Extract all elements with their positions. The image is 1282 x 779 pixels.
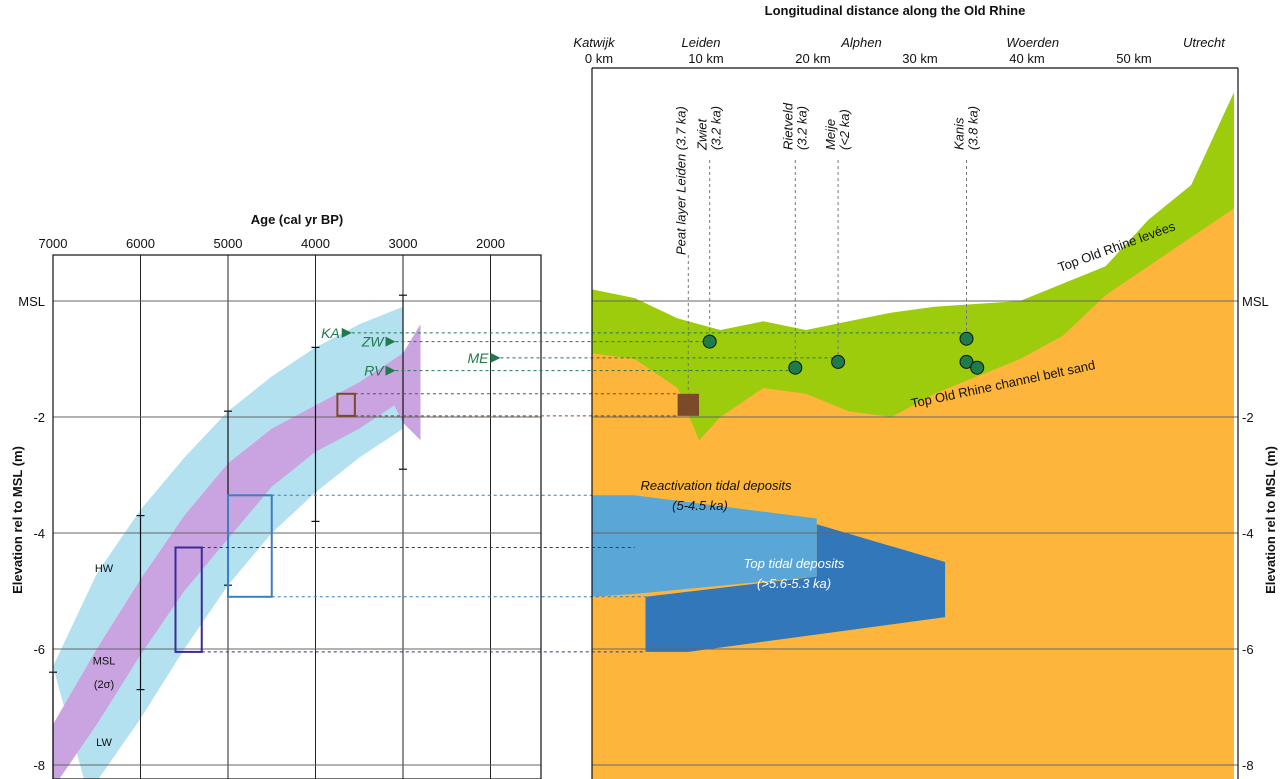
site-name: Peat layer Leiden	[673, 150, 688, 255]
left-y-tick-label: MSL	[18, 294, 45, 309]
left-x-axis-title: Age (cal yr BP)	[251, 212, 343, 227]
reactivation-tidal-deposits	[592, 495, 817, 597]
marker-arrow	[341, 327, 352, 338]
km-tick-label: 0 km	[585, 51, 613, 66]
site-age: (<2 ka)	[837, 109, 852, 150]
chart-labels: Age (cal yr BP) Longitudinal distance al…	[10, 3, 1278, 594]
sample-point	[702, 334, 717, 349]
marker-label: RV	[364, 363, 385, 379]
left-x-tick-label: 4000	[301, 236, 330, 251]
left-x-tick-label: 7000	[39, 236, 68, 251]
place-label: Leiden	[681, 35, 720, 50]
marker-arrow	[385, 365, 396, 376]
left-panel-boxes	[174, 392, 356, 653]
top-tidal-deposits	[645, 524, 946, 652]
site-guide-lines	[687, 160, 967, 394]
left-y-tick-label: -4	[33, 526, 45, 541]
peat-block	[677, 393, 699, 416]
top-tidal-age-label: (>5.6-5.3 ka)	[757, 576, 831, 591]
site-name: Meije	[823, 119, 838, 150]
km-tick-label: 50 km	[1116, 51, 1151, 66]
top-tidal-unit-label: Top tidal deposits	[744, 556, 845, 571]
site-age: (3.2 ka)	[794, 106, 809, 150]
left-x-tick-label: 5000	[214, 236, 243, 251]
right-panel-fills	[592, 92, 1234, 779]
right-y-tick-label: MSL	[1242, 294, 1269, 309]
km-tick-label: 20 km	[795, 51, 830, 66]
reactivation-age-label: (5-4.5 ka)	[672, 498, 728, 513]
band-label: (2σ)	[94, 679, 114, 691]
reactivation-unit-label: Reactivation tidal deposits	[640, 478, 792, 493]
right-y-tick-label: -8	[1242, 758, 1254, 773]
sample-point	[959, 331, 974, 346]
km-tick-label: 10 km	[688, 51, 723, 66]
sample-points	[702, 331, 985, 375]
right-y-axis-title: Elevation rel to MSL (m)	[1263, 446, 1278, 594]
site-label: Peat layer Leiden (3.7 ka)	[673, 106, 688, 255]
right-x-axis-title: Longitudinal distance along the Old Rhin…	[765, 3, 1026, 18]
site-age: (3.8 ka)	[966, 106, 981, 150]
sample-point	[788, 360, 803, 375]
left-panel-frame	[52, 254, 542, 779]
right-y-tick-label: -2	[1242, 410, 1254, 425]
left-y-axis-title: Elevation rel to MSL (m)	[10, 446, 25, 594]
site-age: (3.7 ka)	[673, 106, 688, 150]
connector-lines	[201, 332, 967, 653]
km-tick-label: 40 km	[1009, 51, 1044, 66]
site-name: Rietveld	[780, 102, 795, 150]
marker-label: ME	[468, 350, 490, 366]
site-name: Zwiet	[695, 118, 710, 151]
site-age: (3.2 ka)	[709, 106, 724, 150]
band-label: LW	[96, 737, 112, 749]
left-y-tick-label: -6	[33, 642, 45, 657]
place-label: Woerden	[1006, 35, 1059, 50]
right-y-tick-label: -4	[1242, 526, 1254, 541]
sample-box	[336, 392, 356, 417]
marker-arrow	[490, 352, 501, 363]
band-label: MSL	[93, 656, 116, 668]
left-y-tick-label: -8	[33, 758, 45, 773]
msl-band	[53, 324, 421, 779]
sample-box	[227, 494, 273, 598]
marker-label: ZW	[361, 334, 386, 350]
km-tick-label: 30 km	[902, 51, 937, 66]
right-y-tick-label: -6	[1242, 642, 1254, 657]
sample-point	[831, 354, 846, 369]
sample-point	[959, 354, 974, 369]
place-label: Katwijk	[573, 35, 616, 50]
site-name: Kanis	[952, 117, 967, 150]
band-label: HW	[95, 563, 114, 575]
left-x-tick-label: 3000	[389, 236, 418, 251]
place-label: Utrecht	[1183, 35, 1226, 50]
marker-label: KA	[321, 325, 340, 341]
place-label: Alphen	[840, 35, 881, 50]
left-x-tick-label: 6000	[126, 236, 155, 251]
left-x-tick-label: 2000	[476, 236, 505, 251]
sample-point	[970, 360, 985, 375]
sample-box	[174, 546, 203, 653]
right-panel-grid	[592, 300, 1238, 766]
marker-arrow	[385, 336, 396, 347]
left-y-tick-label: -2	[33, 410, 45, 425]
